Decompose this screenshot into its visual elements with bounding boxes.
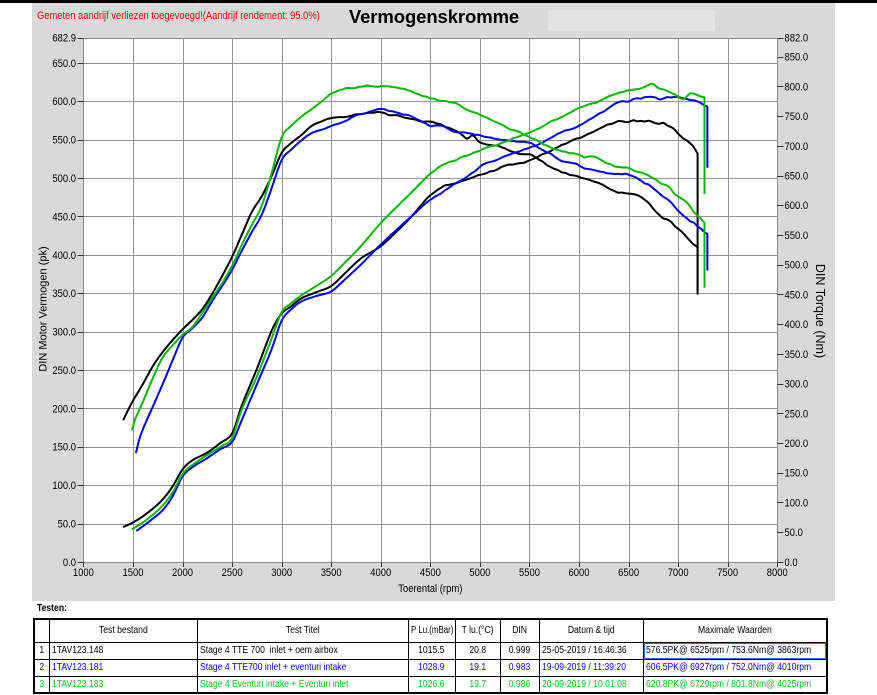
svg-text:400.0: 400.0 [785, 319, 809, 331]
svg-text:800.0: 800.0 [785, 81, 809, 93]
svg-text:500.0: 500.0 [785, 260, 809, 272]
svg-text:550.0: 550.0 [785, 230, 809, 242]
svg-text:650.0: 650.0 [785, 171, 809, 183]
svg-text:6500: 6500 [618, 567, 639, 579]
svg-text:7000: 7000 [668, 567, 689, 579]
svg-text:650.0: 650.0 [52, 58, 76, 70]
svg-text:550.0: 550.0 [52, 135, 76, 147]
svg-text:682.9: 682.9 [52, 33, 76, 45]
svg-text:0.0: 0.0 [785, 557, 798, 569]
svg-text:5500: 5500 [519, 567, 540, 579]
svg-text:DIN Motor Vermogen (pk): DIN Motor Vermogen (pk) [38, 246, 50, 371]
svg-text:700.0: 700.0 [785, 141, 809, 153]
svg-text:0.0: 0.0 [63, 557, 76, 569]
svg-text:600.0: 600.0 [785, 200, 809, 212]
svg-text:2000: 2000 [172, 567, 193, 579]
svg-text:3500: 3500 [321, 567, 342, 579]
svg-text:882.0: 882.0 [785, 33, 809, 45]
svg-text:150.0: 150.0 [52, 442, 76, 454]
svg-text:50.0: 50.0 [785, 527, 803, 539]
svg-text:850.0: 850.0 [785, 52, 809, 64]
svg-text:100.0: 100.0 [52, 480, 76, 492]
svg-text:300.0: 300.0 [785, 379, 809, 391]
svg-text:5000: 5000 [469, 567, 490, 579]
svg-text:750.0: 750.0 [785, 111, 809, 123]
svg-text:150.0: 150.0 [785, 468, 809, 480]
svg-text:1500: 1500 [123, 567, 144, 579]
svg-text:7500: 7500 [717, 567, 738, 579]
svg-text:2500: 2500 [222, 567, 243, 579]
svg-text:1000: 1000 [73, 567, 94, 579]
svg-text:50.0: 50.0 [58, 519, 76, 531]
svg-text:600.0: 600.0 [52, 96, 76, 108]
svg-text:450.0: 450.0 [785, 289, 809, 301]
svg-text:350.0: 350.0 [785, 349, 809, 361]
svg-text:4000: 4000 [370, 567, 391, 579]
svg-text:8000: 8000 [767, 567, 788, 579]
svg-text:3000: 3000 [271, 567, 292, 579]
svg-text:200.0: 200.0 [52, 403, 76, 415]
svg-text:250.0: 250.0 [52, 365, 76, 377]
svg-text:400.0: 400.0 [52, 250, 76, 262]
svg-text:500.0: 500.0 [52, 173, 76, 185]
svg-text:6000: 6000 [569, 567, 590, 579]
svg-text:4500: 4500 [420, 567, 441, 579]
svg-text:350.0: 350.0 [52, 288, 76, 300]
svg-text:200.0: 200.0 [785, 438, 809, 450]
svg-text:DIN Torque (Nm): DIN Torque (Nm) [813, 264, 827, 358]
svg-text:250.0: 250.0 [785, 408, 809, 420]
svg-text:300.0: 300.0 [52, 327, 76, 339]
svg-text:100.0: 100.0 [785, 498, 809, 510]
svg-text:450.0: 450.0 [52, 211, 76, 223]
